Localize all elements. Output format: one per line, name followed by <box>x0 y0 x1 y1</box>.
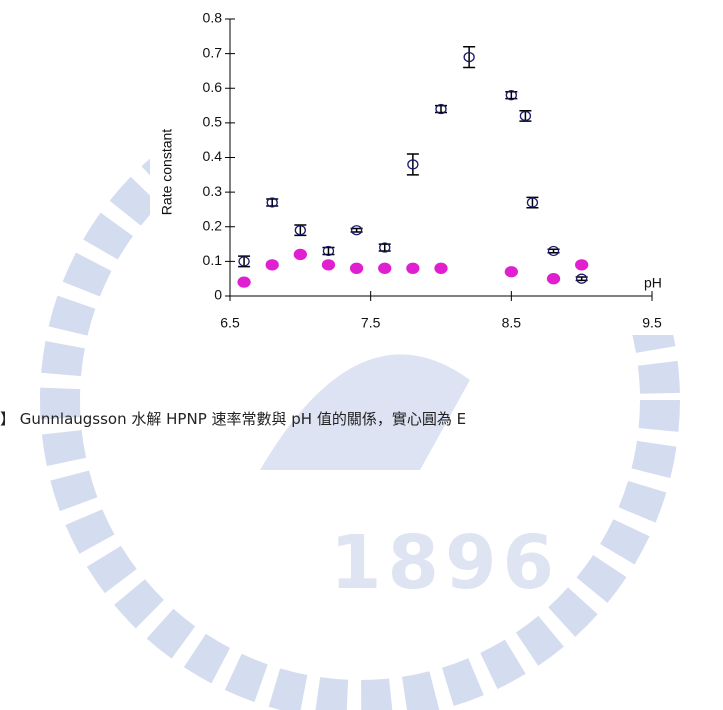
error-bar <box>548 249 560 252</box>
point <box>407 263 419 273</box>
point <box>505 267 517 277</box>
chart: Rate constant pH 0 0.1 0.2 0.3 0.4 0.5 0.6 0.7 0… <box>150 0 690 335</box>
watermark-text: 1896 <box>330 520 560 606</box>
y-tick-label: 0.1 <box>203 252 223 268</box>
x-tick-label: 7.5 <box>361 315 381 331</box>
point <box>238 277 250 287</box>
point <box>379 263 391 273</box>
y-tick-label: 0.4 <box>203 148 223 164</box>
x-tick-label: 8.5 <box>502 315 522 331</box>
error-bar <box>576 277 588 280</box>
point <box>548 274 560 284</box>
point <box>435 263 447 273</box>
y-axis-label: Rate constant <box>159 129 175 215</box>
y-tick-label: 0.6 <box>203 79 223 95</box>
error-bar <box>351 228 363 231</box>
error-bar <box>526 197 538 207</box>
y-tick-label: 0.3 <box>203 183 223 199</box>
y-tick-label: 0.5 <box>203 114 223 130</box>
y-tick-label: 0.2 <box>203 217 223 233</box>
y-tick-label: 0 <box>214 287 222 303</box>
y-tick-label: 0.7 <box>203 44 223 60</box>
error-bar <box>519 111 531 121</box>
x-tick-label: 6.5 <box>220 315 240 331</box>
y-tick-label: 0.8 <box>203 10 223 26</box>
x-axis-label: pH <box>644 275 662 291</box>
point <box>266 260 278 270</box>
error-bar <box>463 47 475 68</box>
point <box>294 249 306 259</box>
error-bar <box>294 225 306 235</box>
error-bar <box>238 256 250 266</box>
point <box>351 263 363 273</box>
error-bar <box>407 154 419 175</box>
page: 1896 Rate constant pH 0 0.1 0.2 0.3 0.4 0.5 0.… <box>0 0 723 710</box>
x-tick-label: 9.5 <box>642 315 662 331</box>
caption: 】 Gunnlaugsson 水解 HPNP 速率常數與 pH 值的關係，實心圓… <box>0 408 466 429</box>
point <box>576 260 588 270</box>
point <box>322 260 334 270</box>
